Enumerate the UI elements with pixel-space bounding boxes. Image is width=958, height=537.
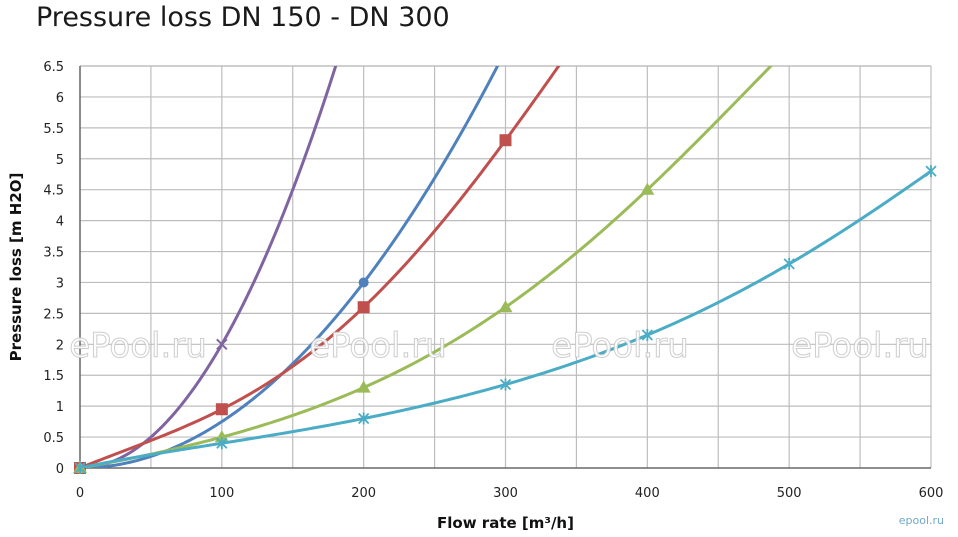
data-point xyxy=(499,378,512,391)
series-2 xyxy=(80,66,500,468)
y-tick-label: 5.5 xyxy=(43,122,64,137)
y-tick-label: 0.5 xyxy=(43,431,64,446)
x-axis-ticks: 0 100 200 300 400 500 600 xyxy=(76,486,944,501)
data-point xyxy=(216,338,228,351)
y-tick-label: 6.5 xyxy=(43,60,64,75)
data-point xyxy=(498,300,513,313)
x-tick-label: 300 xyxy=(493,486,518,501)
watermark-layer: ePool.ru ePool.ru ePool.ru ePool.ru xyxy=(69,326,930,367)
chart-title: Pressure loss DN 150 - DN 300 xyxy=(36,2,450,33)
data-point xyxy=(356,380,371,393)
y-tick-label: 3.5 xyxy=(43,246,64,261)
data-point xyxy=(358,412,370,425)
x-tick-label: 100 xyxy=(209,486,234,501)
brand-watermark: epool.ru xyxy=(898,514,944,527)
x-tick-label: 600 xyxy=(919,486,944,501)
watermark-text: ePool.ru xyxy=(69,326,207,366)
x-tick-label: 500 xyxy=(777,486,802,501)
watermark-text: ePool.ru xyxy=(791,326,929,366)
watermark-text: ePool.ru xyxy=(309,326,447,366)
data-point xyxy=(215,403,228,416)
series-line xyxy=(80,66,500,468)
data-point xyxy=(783,257,795,270)
y-axis-label: Pressure loss [m H2O] xyxy=(7,173,25,362)
data-point xyxy=(357,301,370,314)
y-tick-label: 2 xyxy=(56,338,64,353)
data-point xyxy=(216,437,228,450)
x-tick-label: 0 xyxy=(76,486,84,501)
series-3 xyxy=(74,66,561,474)
series-5 xyxy=(74,165,937,474)
data-point xyxy=(499,134,512,147)
y-tick-label: 4 xyxy=(56,215,64,230)
data-point xyxy=(640,182,655,195)
y-tick-label: 5 xyxy=(56,153,64,168)
watermark-text: ePool.ru xyxy=(551,326,689,366)
y-tick-label: 4.5 xyxy=(43,184,64,199)
y-tick-label: 2.5 xyxy=(43,307,64,322)
series-line xyxy=(80,66,774,468)
data-point xyxy=(74,462,86,474)
grid-lines xyxy=(76,65,932,472)
x-axis-label: Flow rate [m³/h] xyxy=(437,514,574,532)
y-tick-label: 0 xyxy=(56,462,64,477)
y-tick-label: 6 xyxy=(56,91,64,106)
data-point xyxy=(925,165,937,178)
y-axis-ticks: 0 0.5 1 1.5 2 2.5 3 3.5 4 4.5 5 5.5 6 6.5 xyxy=(43,60,64,477)
series-1 xyxy=(80,66,338,468)
data-point xyxy=(641,329,653,342)
y-tick-label: 3 xyxy=(56,276,64,291)
y-tick-label: 1 xyxy=(56,400,64,415)
x-tick-label: 200 xyxy=(351,486,376,501)
series-4 xyxy=(73,66,774,473)
data-point xyxy=(358,277,369,288)
series-group xyxy=(73,66,937,474)
y-tick-label: 1.5 xyxy=(43,369,64,384)
x-tick-label: 400 xyxy=(635,486,660,501)
